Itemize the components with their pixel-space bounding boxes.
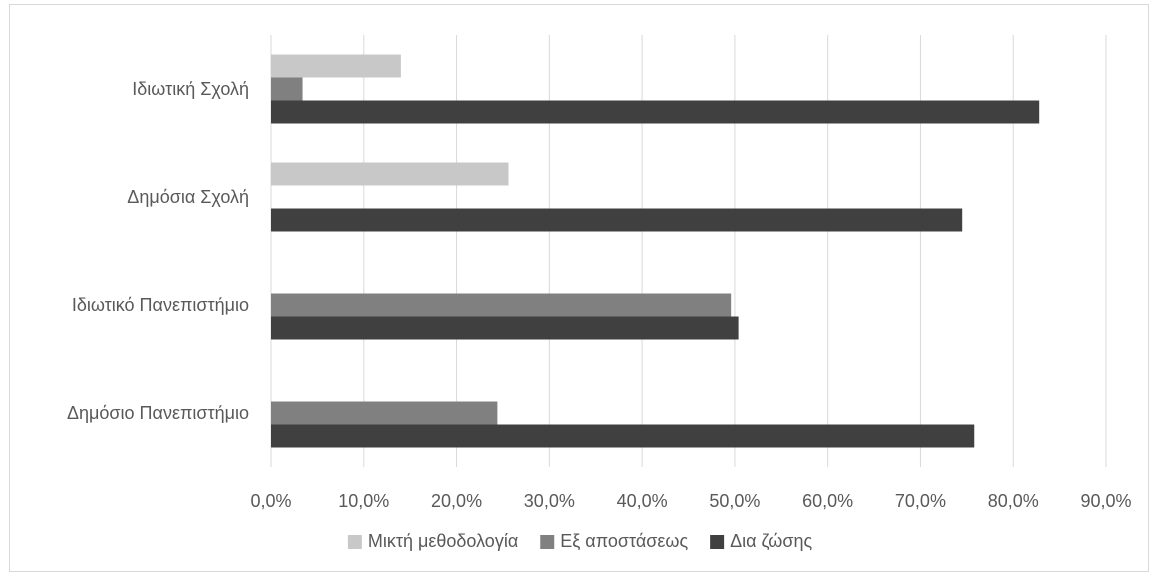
bar-1-2 xyxy=(271,162,509,186)
bars xyxy=(271,54,1040,448)
category-label: Δημόσιο Πανεπιστήμιο xyxy=(67,403,249,423)
bar-3-4 xyxy=(271,424,975,448)
x-tick-label: 30,0% xyxy=(524,491,575,511)
x-tick-label: 70,0% xyxy=(895,491,946,511)
category-label: Ιδιωτική Σχολή xyxy=(132,79,249,99)
x-tick-label: 20,0% xyxy=(431,491,482,511)
x-axis-tick-labels: 0,0% 10,0% 20,0% 30,0% 40,0% 50,0% 60,0% 70,0% 8… xyxy=(250,491,1131,511)
x-tick-label: 80,0% xyxy=(988,491,1039,511)
chart-frame: Ιδιωτική Σχολή Δημόσια Σχολή Ιδιωτικό Πανε… xyxy=(9,4,1149,572)
category-labels: Ιδιωτική Σχολή Δημόσια Σχολή Ιδιωτικό Πανε… xyxy=(67,79,249,423)
legend-label: Δια ζώσης xyxy=(730,531,812,551)
x-tick-label: 10,0% xyxy=(338,491,389,511)
bar-3-2 xyxy=(271,208,963,232)
category-label: Δημόσια Σχολή xyxy=(127,187,249,207)
legend-swatch xyxy=(347,535,362,549)
bar-2-4 xyxy=(271,401,498,425)
legend: Μικτή μεθοδολογία Εξ αποστάσεως Δια ζώσης xyxy=(347,531,812,551)
bar-2-3 xyxy=(271,293,732,317)
x-tick-label: 0,0% xyxy=(250,491,291,511)
legend-swatch xyxy=(710,535,725,549)
legend-label: Εξ αποστάσεως xyxy=(560,531,688,551)
category-label: Ιδιωτικό Πανεπιστήμιο xyxy=(72,295,249,315)
bar-2-1 xyxy=(271,77,303,101)
x-tick-label: 40,0% xyxy=(617,491,668,511)
x-tick-label: 50,0% xyxy=(709,491,760,511)
bar-3-1 xyxy=(271,100,1040,124)
bar-3-3 xyxy=(271,316,739,340)
bar-1-1 xyxy=(271,54,401,78)
legend-swatch xyxy=(540,535,555,549)
x-tick-label: 90,0% xyxy=(1080,491,1131,511)
bar-chart: Ιδιωτική Σχολή Δημόσια Σχολή Ιδιωτικό Πανε… xyxy=(67,35,1132,551)
legend-label: Μικτή μεθοδολογία xyxy=(368,531,518,551)
x-tick-label: 60,0% xyxy=(802,491,853,511)
